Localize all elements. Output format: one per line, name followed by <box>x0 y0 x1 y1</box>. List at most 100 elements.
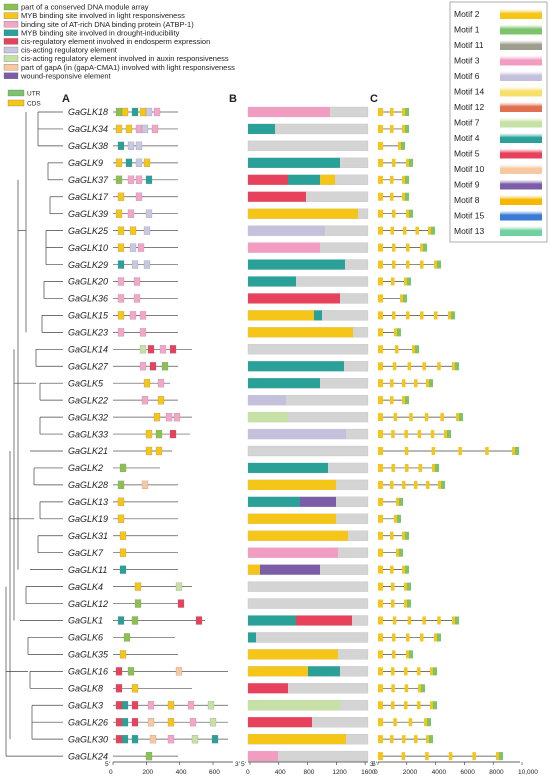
gene-label: GaGLK37 <box>68 175 109 185</box>
exon-cds <box>432 463 437 472</box>
protein-motif-block <box>248 530 348 541</box>
exon-utr <box>429 735 433 744</box>
gene-label: GaGLK21 <box>68 446 108 456</box>
cis-element-box <box>173 413 181 422</box>
gene-label: GaGLK5 <box>68 378 104 388</box>
exon-cds <box>407 362 412 371</box>
axis-tick-label: 2000 <box>403 769 418 776</box>
cis-element-box <box>149 362 157 371</box>
exon-cds <box>496 752 501 761</box>
exon-cds <box>378 226 383 235</box>
cre-legend-swatch <box>3 64 19 71</box>
exon-cds <box>378 209 383 218</box>
exon-cds <box>406 158 411 167</box>
cis-element-box <box>157 396 165 405</box>
exon-cds <box>378 514 383 523</box>
exon-cds <box>392 311 396 320</box>
axis-a: 5' 3' 0 200 400 600 <box>105 761 240 776</box>
exon-cds <box>392 209 396 218</box>
protein-motif-block <box>248 666 308 677</box>
exon-cds <box>378 396 383 405</box>
exon-cds <box>430 701 435 710</box>
exon-cds <box>378 718 383 727</box>
exon-cds <box>420 243 425 252</box>
exon-cds <box>393 413 398 422</box>
motif-legend-swatch <box>500 179 542 190</box>
exon-cds <box>407 616 412 625</box>
exon-cds <box>390 565 394 574</box>
exon-cds <box>420 633 424 642</box>
cis-element-box <box>135 158 143 167</box>
cre-legend-label: part of gapA (in (gapA-CMA1) involved wi… <box>21 63 235 72</box>
exon-cds <box>378 633 383 642</box>
cis-element-box <box>139 328 147 337</box>
cis-element-box <box>119 548 127 557</box>
exon-cds <box>391 701 395 710</box>
exon-cds <box>402 480 406 489</box>
cis-element-box <box>147 701 155 710</box>
motif-legend-swatch <box>500 164 542 174</box>
cre-legend-label: cis-regulatory element involved in endos… <box>21 37 210 46</box>
cre-legend-label: MYB binding site involved in light respo… <box>21 11 185 20</box>
cis-element-box <box>131 616 139 625</box>
exon-utr <box>401 141 405 150</box>
exon-cds <box>401 752 406 761</box>
axis-tick-label: 6000 <box>460 769 475 776</box>
gene-label: GaGLK34 <box>68 124 108 134</box>
exon-cds <box>378 548 383 557</box>
exon-cds <box>418 684 423 693</box>
axis-tick-label: 1200 <box>332 769 347 776</box>
exon-cds <box>378 480 383 489</box>
exon-cds <box>422 362 426 371</box>
exon-cds <box>378 582 383 591</box>
exon-cds <box>378 328 383 337</box>
exon-cds <box>378 531 383 540</box>
cis-element-box <box>145 429 153 439</box>
cis-element-box <box>129 243 137 252</box>
exon-cds <box>378 141 383 150</box>
gene-label: GaGLK7 <box>68 548 104 558</box>
exon-cds <box>418 463 422 472</box>
cre-legend-swatch <box>3 55 19 62</box>
cis-element-box <box>117 260 125 269</box>
axis-tick-label: 8000 <box>489 769 504 776</box>
exon-cds <box>409 413 413 422</box>
cis-element-box <box>147 345 155 354</box>
protein-motif-block <box>248 683 288 694</box>
exon-utr <box>437 260 441 269</box>
utr-cds-legend-swatch <box>7 99 25 107</box>
cre-legend-swatch <box>3 46 19 54</box>
gene-label: GaGLK26 <box>68 717 108 727</box>
exon-utr <box>421 684 425 693</box>
cis-element-box <box>133 277 141 286</box>
exon-utr <box>405 192 409 201</box>
utr-cds-legend-label: CDS <box>27 101 41 108</box>
gene-label: GaGLK11 <box>68 565 107 575</box>
cis-element-box <box>115 735 123 744</box>
cre-legend-label: cis-acting regulatory element involved i… <box>21 54 229 63</box>
exon-cds <box>406 209 411 218</box>
exon-cds <box>404 701 408 710</box>
exon-utr <box>403 294 407 303</box>
exon-cds <box>430 430 435 439</box>
exon-cds <box>378 599 383 608</box>
motif-legend-swatch <box>500 86 542 97</box>
exon-cds <box>434 260 439 269</box>
motif-legend-label: Motif 10 <box>454 164 485 174</box>
axis-a-end: 3' <box>235 761 240 768</box>
exon-utr <box>409 209 413 218</box>
exon-cds <box>378 650 383 659</box>
axis-tick-label: 0 <box>109 769 113 776</box>
protein-motif-block <box>248 649 338 660</box>
exon-cds <box>390 226 394 235</box>
cis-element-box <box>135 192 143 201</box>
exon-utr <box>405 565 409 574</box>
gene-label: GaGLK10 <box>68 243 108 253</box>
cis-element-box <box>139 311 147 320</box>
exon-utr <box>399 497 403 506</box>
exon-cds <box>391 277 395 286</box>
cis-element-box <box>187 701 195 710</box>
exon-cds <box>378 192 383 201</box>
exon-cds <box>406 650 411 659</box>
cis-element-box <box>189 718 197 727</box>
